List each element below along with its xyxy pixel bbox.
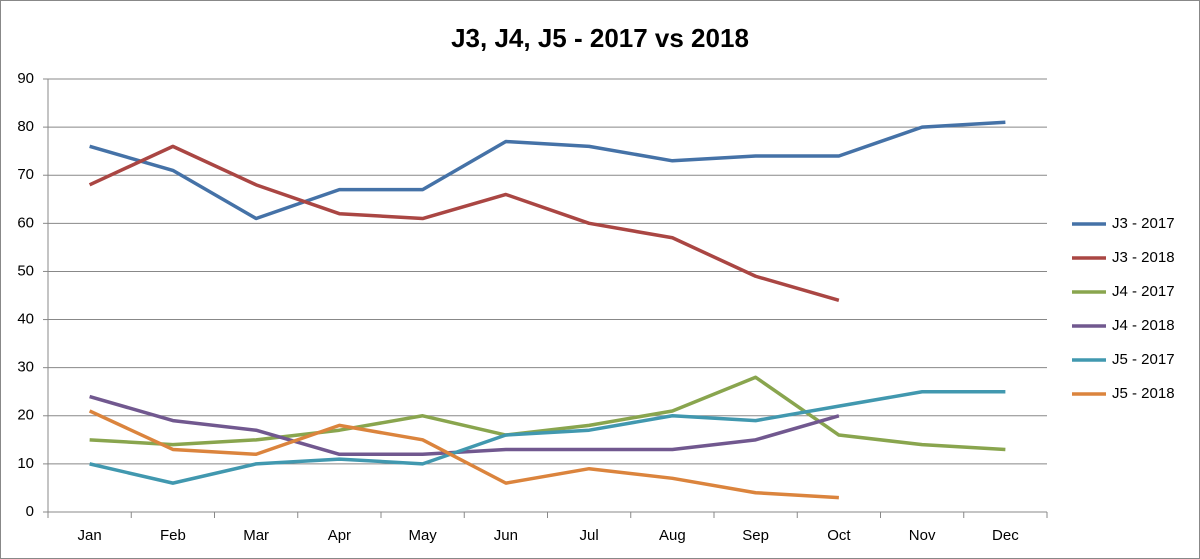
legend-label: J5 - 2018	[1112, 385, 1175, 402]
x-tick-label: Aug	[659, 527, 686, 544]
y-tick-label: 40	[17, 311, 34, 328]
x-tick-label: Jan	[78, 527, 102, 544]
series-line	[88, 144, 840, 302]
y-tick-label: 20	[17, 407, 34, 424]
x-tick-label: Mar	[243, 527, 269, 544]
y-tick-label: 70	[17, 166, 34, 183]
x-tick-label: Oct	[827, 527, 851, 544]
y-tick-label: 30	[17, 359, 34, 376]
series-line	[88, 409, 839, 500]
series-line	[89, 375, 1006, 452]
y-tick-label: 60	[17, 214, 34, 231]
legend-label: J3 - 2018	[1112, 249, 1175, 266]
x-tick-label: Apr	[328, 527, 351, 544]
x-tick-label: May	[408, 527, 437, 544]
series-line	[89, 394, 840, 457]
legend-label: J4 - 2018	[1112, 317, 1175, 334]
x-tick-label: Feb	[160, 527, 186, 544]
y-tick-label: 50	[17, 262, 34, 279]
y-tick-label: 0	[26, 503, 34, 520]
x-tick-label: Nov	[909, 527, 936, 544]
x-tick-label: Sep	[742, 527, 769, 544]
legend-label: J5 - 2017	[1112, 351, 1175, 368]
series-line	[89, 389, 1006, 485]
chart-title: J3, J4, J5 - 2017 vs 2018	[451, 23, 749, 53]
y-tick-label: 90	[17, 70, 34, 87]
x-tick-label: Jul	[580, 527, 599, 544]
x-tick-label: Dec	[992, 527, 1019, 544]
x-tick-label: Jun	[494, 527, 518, 544]
legend-label: J3 - 2017	[1112, 215, 1175, 232]
y-tick-label: 10	[17, 455, 34, 472]
legend-label: J4 - 2017	[1112, 283, 1175, 300]
series-line	[89, 120, 1006, 221]
y-tick-label: 80	[17, 118, 34, 135]
